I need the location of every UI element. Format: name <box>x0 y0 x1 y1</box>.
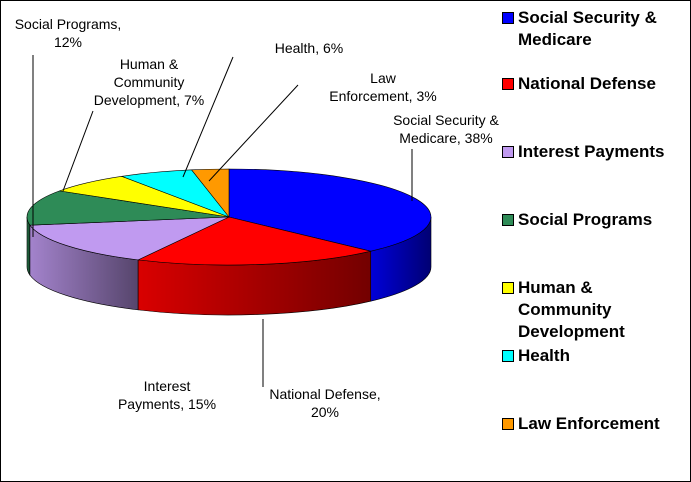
slice-label-social-security-medicare: Social Security & Medicare, 38% <box>393 112 499 146</box>
slice-label-social-programs: Social Programs, 12% <box>15 16 122 50</box>
legend-label-interest-payments: Interest Payments <box>518 142 665 161</box>
legend-swatch-health <box>502 350 514 362</box>
legend-label-social-security-medicare: Social Security & Medicare <box>518 8 657 49</box>
legend-swatch-national-defense <box>502 78 514 90</box>
slice-label-law-enforcement: Law Enforcement, 3% <box>329 70 436 104</box>
slice-label-health: Health, 6% <box>275 40 343 56</box>
leader-line-human-community-development <box>62 110 94 192</box>
pie-slice-social-security-medicare <box>228 168 432 252</box>
legend-label-national-defense: National Defense <box>518 74 656 93</box>
slice-label-human-community-development: Human & Community Development, 7% <box>94 56 205 108</box>
legend-item-social-security-medicare: Social Security & Medicare <box>502 7 690 51</box>
leader-line-health <box>182 56 234 178</box>
legend-label-health: Health <box>518 346 570 365</box>
legend-item-interest-payments: Interest Payments <box>502 141 690 163</box>
legend: Social Security & Medicare National Defe… <box>502 1 690 481</box>
pie-slice-national-defense <box>137 216 371 266</box>
slice-label-national-defense: National Defense, 20% <box>269 386 380 420</box>
legend-label-law-enforcement: Law Enforcement <box>518 414 660 433</box>
legend-item-health: Health <box>502 345 690 367</box>
slice-label-interest-payments: Interest Payments, 15% <box>118 378 216 412</box>
legend-label-human-community-development: Human & Community Development <box>518 278 625 341</box>
legend-item-human-community-development: Human & Community Development <box>502 277 690 343</box>
legend-swatch-interest-payments <box>502 146 514 158</box>
pie-side-social-programs <box>26 216 31 277</box>
legend-swatch-social-security-medicare <box>502 12 514 24</box>
pie-slice-social-programs <box>26 190 230 226</box>
legend-item-national-defense: National Defense <box>502 73 690 95</box>
legend-item-law-enforcement: Law Enforcement <box>502 413 690 435</box>
pie-chart: Social Security & Medicare, 38% National D… <box>15 16 500 420</box>
legend-swatch-social-programs <box>502 214 514 226</box>
legend-swatch-human-community-development <box>502 282 514 294</box>
legend-label-social-programs: Social Programs <box>518 210 653 229</box>
leader-line-law-enforcement <box>208 84 299 182</box>
pie-slice-law-enforcement <box>190 168 230 218</box>
legend-swatch-law-enforcement <box>502 418 514 430</box>
legend-item-social-programs: Social Programs <box>502 209 690 231</box>
